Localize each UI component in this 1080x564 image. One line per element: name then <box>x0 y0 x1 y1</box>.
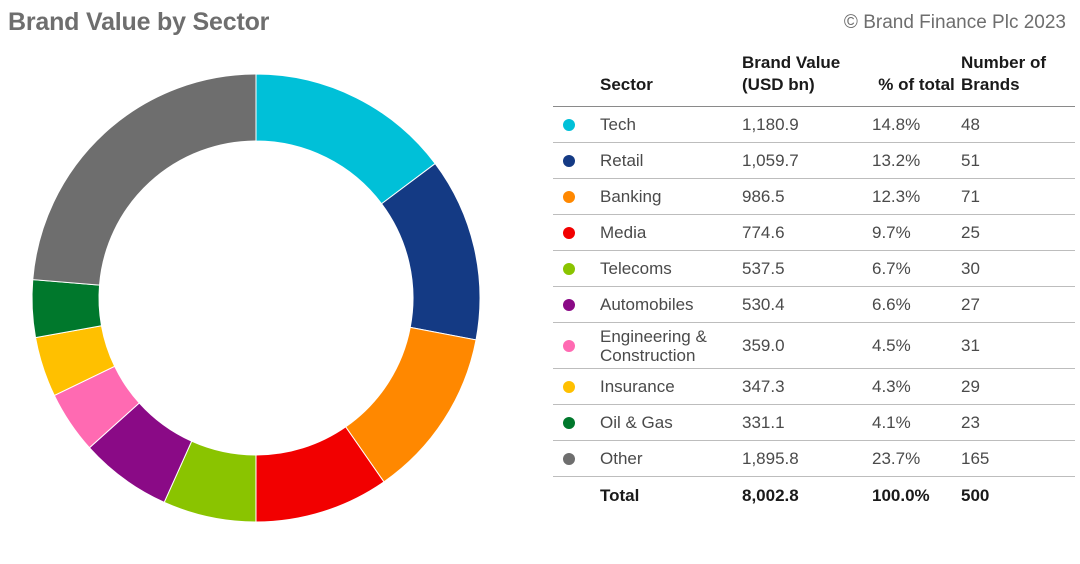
brand-value: 1,180.9 <box>742 115 799 134</box>
color-key-cell <box>553 179 600 215</box>
number-of-brands: 165 <box>961 449 990 468</box>
color-key-cell <box>553 143 600 179</box>
brand-value: 359.0 <box>742 336 785 355</box>
total-num: 500 <box>961 485 990 505</box>
number-of-brands: 48 <box>961 115 980 134</box>
sector-name: Tech <box>600 115 636 134</box>
pct-of-total: 9.7% <box>872 223 911 242</box>
chart-title: Brand Value by Sector <box>8 8 270 36</box>
sector-name: Automobiles <box>600 295 694 314</box>
table-row: Telecoms 537.5 6.7% 30 <box>553 251 1075 287</box>
brand-value: 1,895.8 <box>742 449 799 468</box>
color-key-cell <box>553 287 600 323</box>
table-row: Engineering & Construction 359.0 4.5% 31 <box>553 323 1075 369</box>
table-row: Media 774.6 9.7% 25 <box>553 215 1075 251</box>
number-of-brands: 23 <box>961 413 980 432</box>
color-key-cell <box>553 441 600 477</box>
pct-of-total: 4.1% <box>872 413 911 432</box>
pct-of-total: 12.3% <box>872 187 921 206</box>
sector-table: Sector Brand Value (USD bn) % of total N… <box>553 52 1075 514</box>
header-pct-total: % of total <box>878 75 955 94</box>
legend-dot-icon <box>563 380 575 393</box>
table-row: Other 1,895.8 23.7% 165 <box>553 441 1075 477</box>
number-of-brands: 71 <box>961 187 980 206</box>
header-number-of-brands: Number of Brands <box>961 53 1046 94</box>
copyright-note: © Brand Finance Plc 2023 <box>843 12 1066 33</box>
legend-dot-icon <box>563 226 575 239</box>
pct-of-total: 4.5% <box>872 336 911 355</box>
brand-value: 774.6 <box>742 223 785 242</box>
color-key-cell <box>553 107 600 143</box>
pct-of-total: 14.8% <box>872 115 921 134</box>
legend-dot-icon <box>563 118 575 131</box>
number-of-brands: 31 <box>961 336 980 355</box>
color-key-cell <box>553 215 600 251</box>
pct-of-total: 23.7% <box>872 449 921 468</box>
header-sector: Sector <box>600 75 653 94</box>
table-row: Tech 1,180.9 14.8% 48 <box>553 107 1075 143</box>
sector-name: Telecoms <box>600 259 672 278</box>
number-of-brands: 25 <box>961 223 980 242</box>
sector-name: Other <box>600 449 643 468</box>
total-label: Total <box>600 485 640 505</box>
sector-name: Insurance <box>600 377 675 396</box>
brand-value: 986.5 <box>742 187 785 206</box>
color-key-cell <box>553 251 600 287</box>
pct-of-total: 13.2% <box>872 151 921 170</box>
color-key-cell <box>553 369 600 405</box>
total-row: Total 8,002.8 100.0% 500 <box>553 477 1075 515</box>
sector-name: Banking <box>600 187 662 206</box>
sector-name: Oil & Gas <box>600 413 673 432</box>
number-of-brands: 29 <box>961 377 980 396</box>
legend-dot-icon <box>563 298 575 311</box>
table-header-row: Sector Brand Value (USD bn) % of total N… <box>553 52 1075 107</box>
color-key-cell <box>553 405 600 441</box>
legend-dot-icon <box>563 416 575 429</box>
number-of-brands: 51 <box>961 151 980 170</box>
color-key-cell <box>553 323 600 369</box>
pct-of-total: 6.6% <box>872 295 911 314</box>
header-brand-value: Brand Value (USD bn) <box>742 53 841 94</box>
legend-dot-icon <box>563 339 575 352</box>
legend-dot-icon <box>563 452 575 465</box>
table-row: Insurance 347.3 4.3% 29 <box>553 369 1075 405</box>
brand-value: 331.1 <box>742 413 785 432</box>
legend-dot-icon <box>563 262 575 275</box>
brand-value: 537.5 <box>742 259 785 278</box>
pct-of-total: 6.7% <box>872 259 911 278</box>
table-row: Banking 986.5 12.3% 71 <box>553 179 1075 215</box>
brand-value: 1,059.7 <box>742 151 799 170</box>
pct-of-total: 4.3% <box>872 377 911 396</box>
sector-name: Media <box>600 223 647 242</box>
brand-value: 347.3 <box>742 377 785 396</box>
legend-dot-icon <box>563 154 575 167</box>
legend-dot-icon <box>563 190 575 203</box>
table-row: Retail 1,059.7 13.2% 51 <box>553 143 1075 179</box>
table-row: Automobiles 530.4 6.6% 27 <box>553 287 1075 323</box>
total-value: 8,002.8 <box>742 485 799 505</box>
sector-name: Engineering & Construction <box>600 326 707 365</box>
sector-name: Retail <box>600 151 644 170</box>
total-pct: 100.0% <box>872 485 930 505</box>
number-of-brands: 30 <box>961 259 980 278</box>
table-row: Oil & Gas 331.1 4.1% 23 <box>553 405 1075 441</box>
header-color-key <box>553 52 600 107</box>
donut-chart <box>31 73 481 523</box>
brand-value: 530.4 <box>742 295 785 314</box>
number-of-brands: 27 <box>961 295 980 314</box>
donut-slice-other <box>32 73 257 286</box>
